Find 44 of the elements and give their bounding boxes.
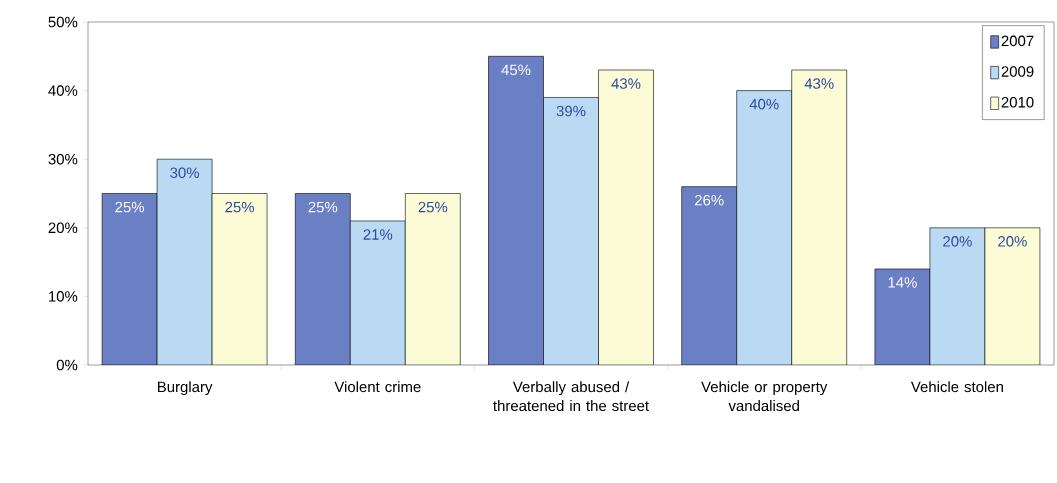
bar — [736, 90, 792, 365]
y-tick-label: 20% — [48, 222, 78, 234]
data-label: 14% — [888, 277, 917, 288]
x-tick-label: Verbally abused / threatened in the street — [493, 381, 649, 412]
bar — [874, 268, 931, 365]
bar — [405, 193, 461, 365]
data-label: 30% — [170, 167, 200, 179]
data-label: 20% — [943, 236, 972, 247]
bar — [929, 227, 986, 365]
x-tick-label: Vehicle or property vandalised — [701, 381, 828, 412]
bar — [543, 97, 599, 365]
data-label: 26% — [695, 194, 724, 206]
y-tick-label: 50% — [48, 16, 78, 28]
bar — [681, 186, 737, 365]
data-label: 20% — [998, 236, 1027, 247]
x-tick-label: Burglary — [158, 381, 213, 396]
data-label: 39% — [556, 105, 586, 117]
bar — [157, 159, 213, 365]
data-label: 25% — [308, 201, 338, 213]
bar — [984, 227, 1041, 365]
data-label: 25% — [225, 201, 255, 213]
legend-label: 2009 — [1001, 66, 1034, 77]
bar — [791, 70, 847, 365]
data-label: 43% — [804, 78, 834, 89]
legend-label: 2010 — [1001, 96, 1034, 108]
bar — [102, 193, 158, 365]
data-label: 21% — [363, 229, 393, 240]
data-label: 25% — [418, 201, 448, 213]
data-label: 43% — [611, 78, 641, 89]
data-label: 40% — [749, 98, 779, 110]
y-tick-label: 40% — [48, 85, 78, 96]
y-tick-label: 0% — [56, 359, 78, 371]
bar — [598, 70, 654, 365]
legend-label: 2007 — [1001, 35, 1034, 47]
bar — [488, 56, 544, 365]
x-tick-label: Violent crime — [334, 381, 421, 393]
y-tick-label: 10% — [49, 291, 78, 302]
data-label: 25% — [115, 201, 145, 213]
data-label: 45% — [501, 64, 531, 76]
bar — [212, 193, 268, 365]
y-tick-label: 30% — [48, 153, 78, 165]
bar — [295, 193, 351, 365]
bar — [350, 220, 406, 365]
x-tick-label: Vehicle stolen — [910, 381, 1003, 393]
